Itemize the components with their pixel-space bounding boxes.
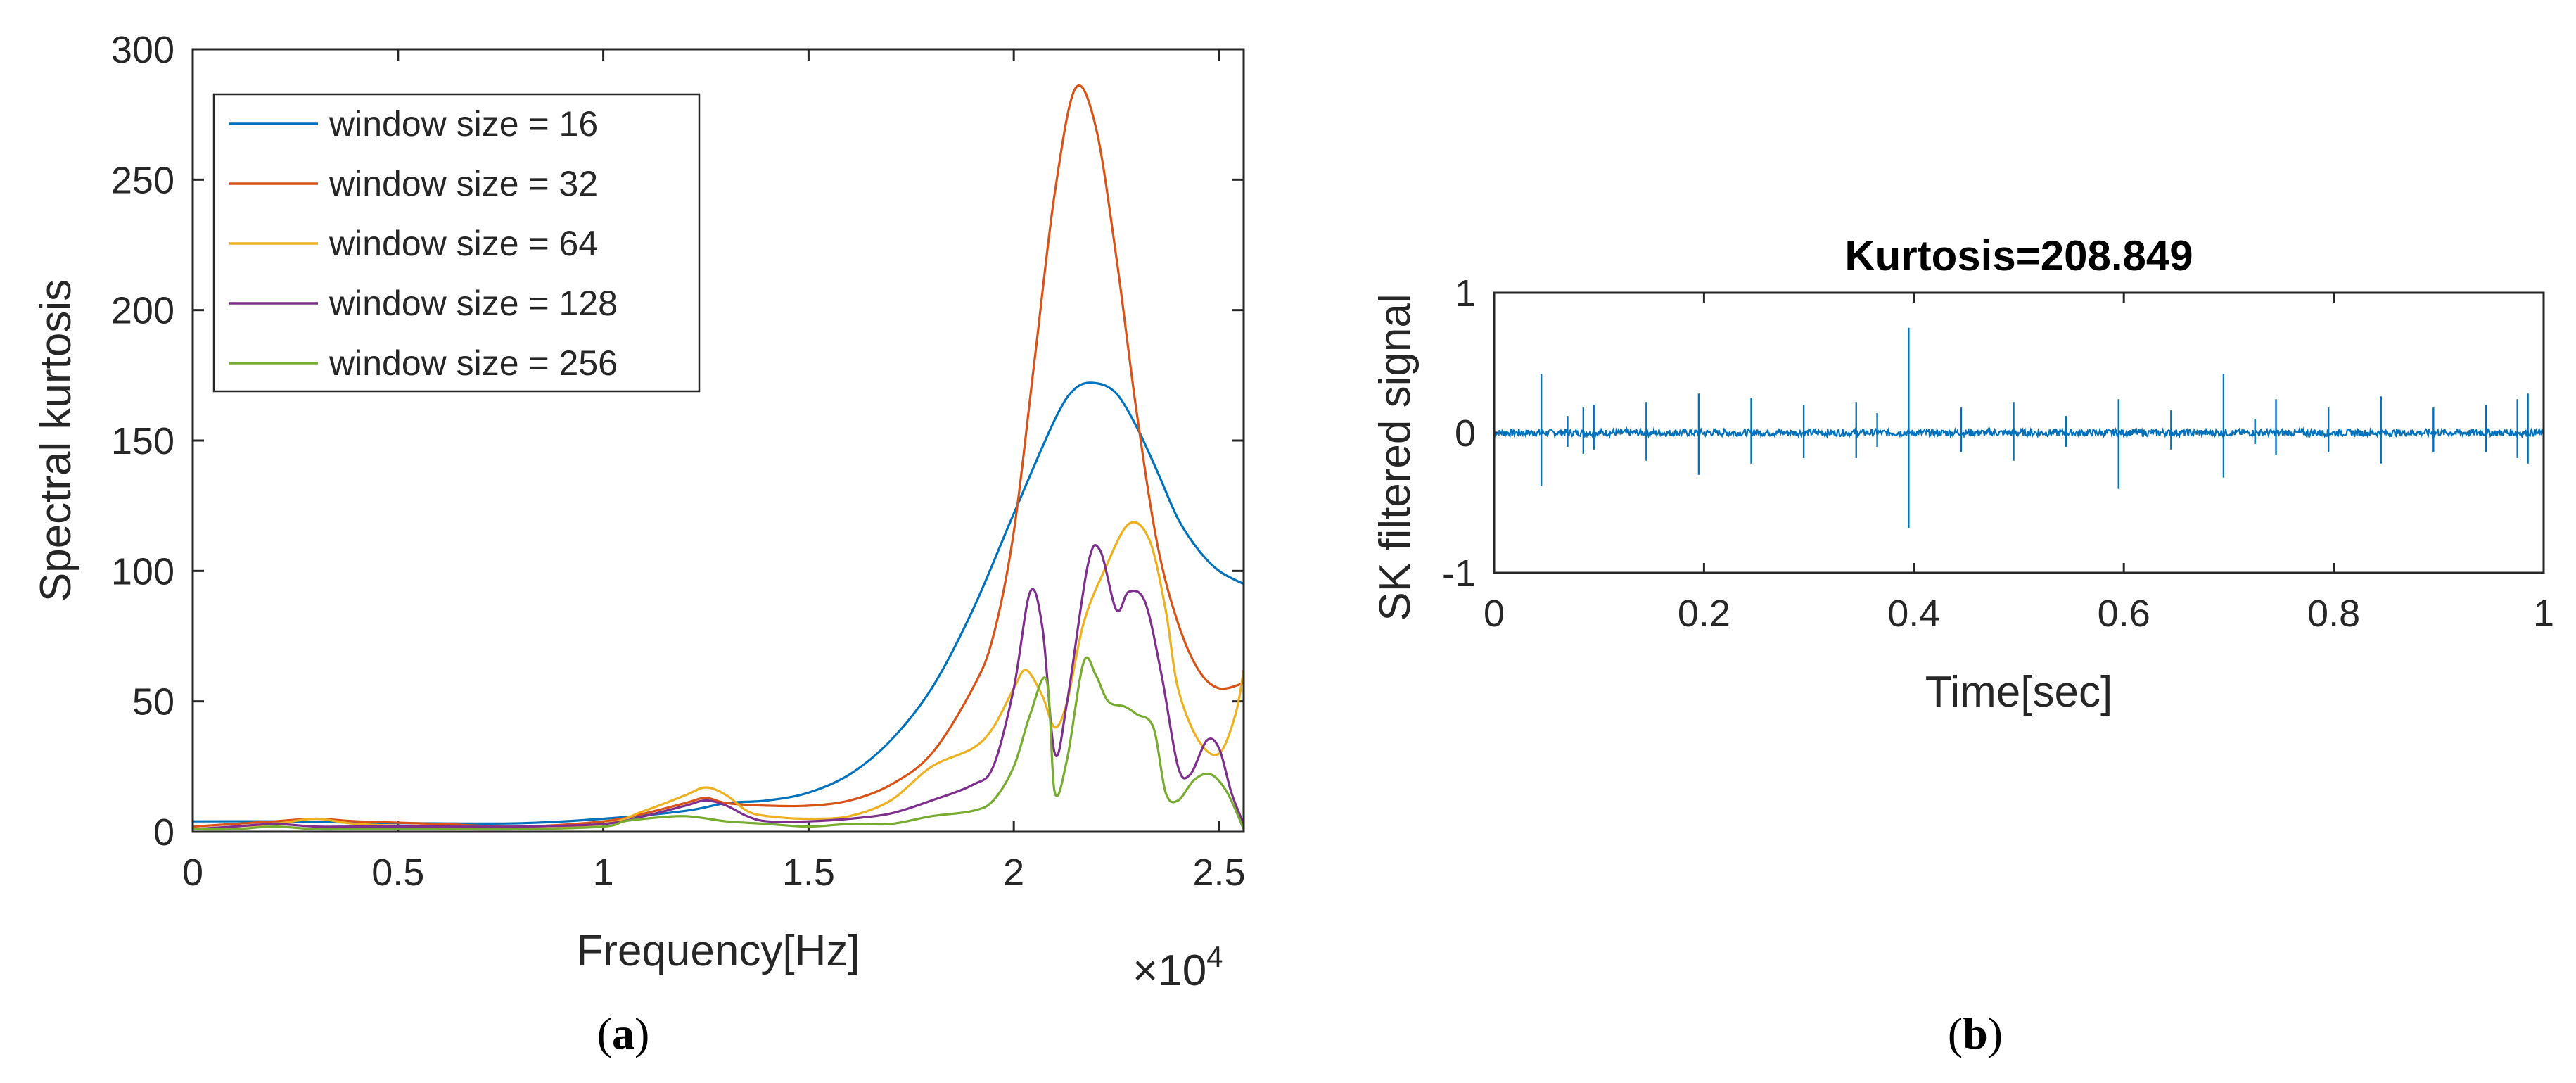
axes-box-a <box>191 48 1245 833</box>
panel-label-a-letter: a <box>612 1008 635 1058</box>
series-group-b <box>1493 327 2545 528</box>
panel-label-a: (a) <box>597 1008 650 1058</box>
x-tick-label-b: 0.8 <box>2307 593 2360 635</box>
chart-title-b: Kurtosis=208.849 <box>1844 232 2193 279</box>
y-axis-label-a: Spectral kurtosis <box>32 279 80 602</box>
x-multiplier-a: ×104 <box>1133 940 1223 995</box>
series-group-a <box>192 84 1245 831</box>
legend-label: window size = 32 <box>329 164 598 203</box>
x-tick-label-b: 0 <box>1484 593 1505 635</box>
y-tick-label-a: 250 <box>111 159 174 201</box>
x-multiplier-base: ×10 <box>1133 946 1206 995</box>
panel-label-a-open: ( <box>597 1008 612 1058</box>
y-tick-label-a: 150 <box>111 420 174 462</box>
legend-a: window size = 16 window size = 32 window s… <box>212 93 701 393</box>
axes-box-b <box>1493 291 2545 574</box>
x-axis-label-b: Time[sec] <box>1925 668 2112 716</box>
x-tick-label-a: 2 <box>1003 851 1024 894</box>
y-tick-label-a: 300 <box>111 29 174 71</box>
chart-sk-filtered-signal: 0 0.2 0.4 0.6 0.8 1-101 Kurtosis=208.849 Time… <box>1371 232 2554 1058</box>
series-line-ws-256 <box>192 656 1245 831</box>
panel-label-b-open: ( <box>1948 1008 1963 1058</box>
series-line-ws-128 <box>192 544 1245 830</box>
legend-label: window size = 16 <box>329 104 598 144</box>
legend-label: window size = 64 <box>329 224 598 263</box>
x-multiplier-exp: 4 <box>1206 940 1223 973</box>
x-tick-label-a: 0 <box>182 851 203 894</box>
x-axis-label-a: Frequency[Hz] <box>576 927 860 975</box>
panel-label-b-close: ) <box>1988 1008 2003 1058</box>
x-tick-label-b: 1 <box>2533 593 2554 635</box>
legend-box <box>212 93 701 393</box>
x-tick-label-b: 0.2 <box>1678 593 1730 635</box>
x-tick-label-a: 2.5 <box>1192 851 1245 894</box>
y-tick-label-b: -1 <box>1442 552 1476 595</box>
y-axis-label-b: SK filtered signal <box>1371 293 1420 621</box>
legend-label: window size = 256 <box>329 343 618 383</box>
y-tick-label-a: 200 <box>111 290 174 332</box>
x-tick-label-a: 1.5 <box>782 851 835 894</box>
panel-label-b: (b) <box>1948 1008 2003 1058</box>
panel-label-a-close: ) <box>635 1008 649 1058</box>
y-tick-label-a: 100 <box>111 550 174 593</box>
signal-noise-line <box>1493 426 2545 440</box>
y-tick-label-b: 0 <box>1455 412 1476 455</box>
legend-label: window size = 128 <box>329 284 618 323</box>
y-tick-label-a: 0 <box>153 811 174 854</box>
panel-label-b-letter: b <box>1963 1008 1988 1058</box>
x-tick-label-a: 1 <box>593 851 614 894</box>
x-tick-label-a: 0.5 <box>371 851 424 894</box>
x-tick-label-b: 0.6 <box>2098 593 2150 635</box>
chart-spectral-kurtosis: 0 0.5 1 1.5 2 2.5 0 50 100 150 200 250 300 Frequency… <box>32 29 1246 1058</box>
x-tick-label-b: 0.4 <box>1887 593 1940 635</box>
series-line-ws-16 <box>192 381 1244 825</box>
y-tick-label-b: 1 <box>1455 272 1476 315</box>
y-tick-label-a: 50 <box>132 681 174 723</box>
